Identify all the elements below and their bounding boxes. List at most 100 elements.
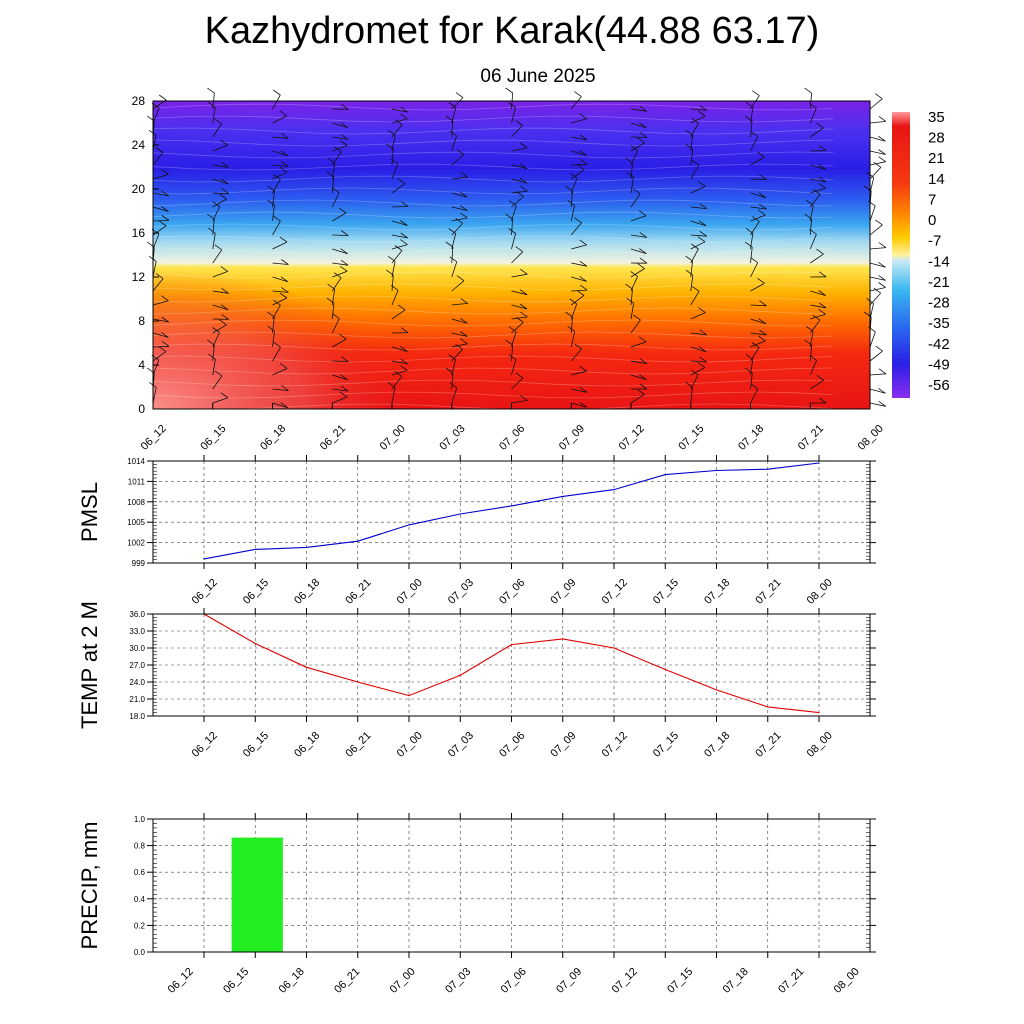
wind-barb-flag	[460, 338, 468, 345]
wind-barb-flag	[804, 87, 812, 94]
wind-barb-flag	[567, 200, 575, 206]
wind-barb-flag	[697, 110, 706, 117]
wind-barb-flag	[637, 137, 645, 144]
colorbar-label: -28	[928, 295, 950, 312]
wind-barb	[690, 234, 707, 237]
wind-barb-flag	[639, 248, 647, 254]
heatmap-x-tick-label: 07_21	[796, 423, 826, 453]
wind-barb-flag	[818, 176, 827, 183]
wind-barb-flag	[221, 287, 229, 294]
wind-barb-flag	[207, 101, 216, 108]
wind-barb	[152, 300, 169, 306]
wind-barb-flag	[867, 200, 876, 207]
wind-barb	[272, 136, 289, 139]
isotherm-contour	[152, 355, 834, 363]
x-tick-label: 07_09	[548, 577, 578, 607]
wind-barb-flag	[639, 232, 648, 238]
temp-panel: 36.0 33.0 30.0 27.0 24.0 21.0 18.0 06_12 06_15 06…	[77, 601, 876, 760]
heatmap-x-tick-label: 07_09	[557, 423, 587, 453]
wind-barb	[272, 297, 288, 306]
wind-barb	[869, 98, 883, 110]
wind-barb-flag	[745, 353, 754, 360]
wind-barb	[272, 262, 289, 265]
x-tick-label: 07_03	[446, 577, 476, 607]
wind-barb-flag	[281, 161, 289, 167]
wind-barb	[570, 205, 575, 222]
wind-barb	[630, 108, 647, 112]
wind-barb	[630, 193, 641, 208]
series-point	[357, 540, 359, 542]
wind-barb	[511, 196, 524, 208]
isotherm-contour	[152, 235, 834, 243]
wind-barb-flag	[691, 159, 700, 166]
wind-barb	[212, 345, 215, 362]
chart-subtitle: 06 June 2025	[480, 66, 596, 87]
wind-barb-flag	[818, 290, 826, 296]
wind-barb-flag	[878, 387, 886, 394]
wind-barb	[152, 387, 157, 404]
wind-barb-flag	[804, 339, 812, 346]
wind-barb	[750, 156, 765, 166]
wind-barb-flag	[400, 232, 408, 239]
wind-barb	[630, 142, 645, 152]
wind-barb-flag	[455, 92, 464, 98]
isotherm-contour	[152, 331, 834, 339]
wind-barb	[750, 192, 766, 199]
wind-barb-flag	[873, 287, 881, 294]
series-point	[510, 644, 513, 646]
wind-barb-flag	[207, 213, 215, 220]
wind-barb-flag	[520, 268, 528, 275]
precip-panel: 1.0 0.8 0.6 0.4 0.2 0.0 06_12 06_15 06_18 06_21 07…	[77, 813, 876, 996]
wind-barb	[212, 144, 228, 152]
wind-barb-flag	[699, 356, 707, 363]
wind-barb-flag	[691, 285, 700, 292]
wind-barb-flag	[520, 395, 528, 401]
wind-barb	[272, 205, 275, 222]
wind-barb-flag	[758, 335, 766, 342]
wind-barb	[750, 247, 753, 264]
wind-barb	[750, 214, 766, 222]
wind-barb	[451, 387, 458, 404]
wind-barb-flag	[338, 207, 347, 214]
wind-barb	[511, 344, 513, 362]
wind-barb	[212, 271, 228, 278]
wind-barb	[511, 178, 528, 184]
wind-barb	[511, 304, 528, 310]
wind-barb-flag	[759, 300, 767, 307]
wind-barb-flag	[878, 116, 887, 122]
wind-barb	[630, 289, 633, 306]
isotherm-contour	[152, 187, 834, 195]
wind-barb-flag	[394, 119, 403, 126]
wind-barb-flag	[509, 200, 517, 207]
wind-barb-flag	[219, 193, 227, 200]
wind-barb	[332, 262, 349, 266]
wind-barb	[332, 396, 348, 404]
x-tick-label: 07_09	[548, 730, 578, 760]
y-tick-label: 21.0	[129, 695, 145, 704]
wind-barb	[750, 388, 759, 404]
wind-barb-flag	[220, 139, 228, 146]
wind-barb	[511, 107, 516, 124]
wind-barb-flag	[158, 346, 167, 352]
wind-barb-flag	[508, 102, 516, 108]
wind-barb-flag	[816, 122, 824, 129]
wind-barb	[690, 360, 707, 363]
y-tick-label: 1005	[127, 518, 145, 527]
wind-barb-flag	[158, 220, 167, 227]
isotherm-contour	[152, 367, 834, 375]
wind-barb-flag	[460, 171, 468, 178]
wind-barb-flag	[445, 241, 454, 248]
wind-barb	[451, 97, 464, 110]
wind-barb	[451, 206, 468, 211]
wind-barb-flag	[220, 392, 229, 399]
wind-barb-flag	[878, 368, 887, 375]
wind-barb-flag	[579, 284, 588, 291]
series-point	[818, 712, 820, 714]
wind-barb-flag	[220, 304, 229, 311]
wind-barb-flag	[515, 120, 523, 126]
series-point	[562, 638, 564, 640]
wind-barb-flag	[758, 192, 767, 199]
wind-barb	[690, 115, 706, 124]
wind-barb	[810, 164, 826, 170]
wind-barb-flag	[281, 259, 289, 265]
